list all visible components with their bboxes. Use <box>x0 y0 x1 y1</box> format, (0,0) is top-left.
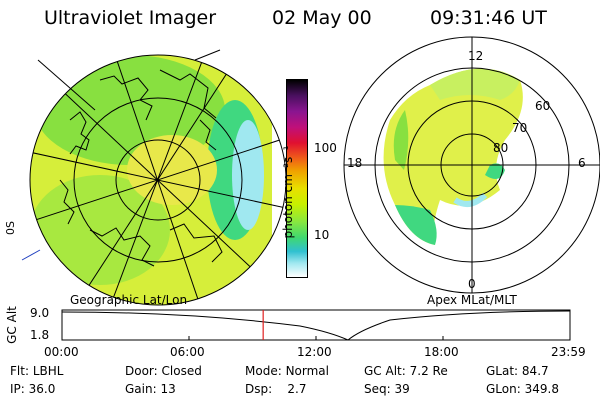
status-ip: IP: 36.0 <box>10 382 56 396</box>
coastlines <box>59 69 223 267</box>
right-map-label: Apex MLat/MLT <box>427 293 517 307</box>
status-glon: GLon: 349.8 <box>486 382 559 396</box>
timeline-xtick: 23:59 <box>551 345 586 359</box>
status-door: Door: Closed <box>125 364 202 378</box>
status-seq: Seq: 39 <box>364 382 410 396</box>
timeline-xtick: 12:00 <box>297 345 332 359</box>
status-glat: GLat: 84.7 <box>486 364 549 378</box>
timeline-ticks <box>61 336 571 340</box>
mlt-label-18: 18 <box>347 156 362 170</box>
timeline-xtick: 18:00 <box>424 345 459 359</box>
status-dsp: Dsp: 2.7 <box>245 382 307 396</box>
mlt-label-0: 0 <box>468 277 476 291</box>
status-filter: Flt: LBHL <box>10 364 64 378</box>
timeline-frame <box>61 309 571 341</box>
colorbar-tick-10: 10 <box>314 228 330 242</box>
timeline-ytick-top: 9.0 <box>30 306 50 320</box>
altitude-curve <box>61 310 571 341</box>
date-label: 02 May 00 <box>272 7 372 29</box>
colorbar <box>286 79 308 278</box>
colorbar-tick-100: 100 <box>314 141 337 155</box>
timeline-xtick: 06:00 <box>170 345 205 359</box>
lat-label-60: 60 <box>535 99 550 113</box>
status-mode: Mode: Normal <box>245 364 329 378</box>
polar-grid <box>343 36 600 294</box>
timeline-xtick: 00:00 <box>44 345 79 359</box>
mlt-label-12: 12 <box>468 49 483 63</box>
status-gain: Gain: 13 <box>125 382 176 396</box>
mlt-label-6: 6 <box>578 156 586 170</box>
lat-label-80: 80 <box>493 141 508 155</box>
timeline-ytick-bottom: 1.8 <box>30 328 50 342</box>
time-label: 09:31:46 UT <box>430 7 547 29</box>
lat-label-70: 70 <box>512 121 527 135</box>
left-map-label: Geographic Lat/Lon <box>70 293 188 307</box>
left-graticule <box>21 49 286 305</box>
status-gc-alt: GC Alt: 7.2 Re <box>364 364 448 378</box>
instrument-title: Ultraviolet Imager <box>44 7 217 29</box>
right-image <box>383 68 523 245</box>
edge-label: 0S <box>4 221 17 235</box>
